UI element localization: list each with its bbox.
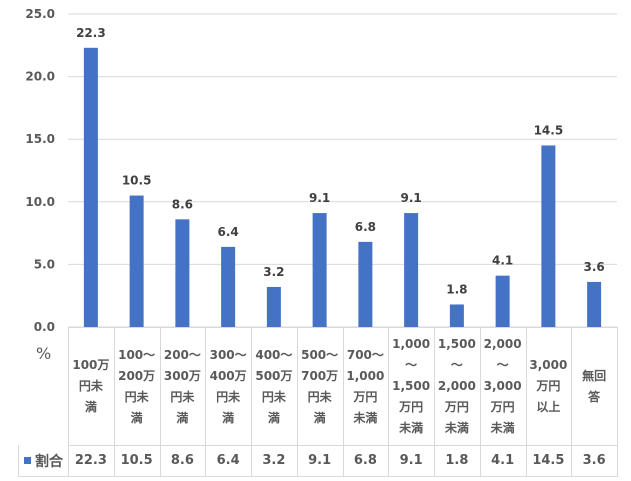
category-label: 300〜 400万 円未 満 [205, 327, 252, 446]
category-label: 200〜 300万 円未 満 [159, 327, 207, 446]
table-value: 3.2 [251, 445, 298, 477]
data-label: 1.8 [446, 282, 467, 296]
category-label: 700〜 1,000 万円 未満 [342, 327, 390, 446]
data-label: 6.8 [355, 220, 376, 234]
data-label: 3.6 [583, 260, 604, 274]
bar [587, 281, 602, 327]
table-value: 8.6 [159, 445, 207, 477]
bar [266, 286, 281, 327]
legend-swatch [24, 457, 31, 464]
y-tick-label: 15.0 [25, 132, 55, 146]
bar [358, 241, 373, 327]
bar [129, 195, 144, 327]
data-label: 10.5 [122, 174, 152, 188]
category-label: 500〜 700万 円未 満 [296, 327, 344, 446]
table-value: 9.1 [388, 445, 435, 477]
data-label: 9.1 [309, 191, 330, 205]
y-tick-label: 25.0 [25, 7, 55, 21]
table-value: 3.6 [571, 445, 618, 477]
bar [83, 47, 98, 327]
bar [221, 246, 236, 327]
data-label: 3.2 [263, 265, 284, 279]
y-tick-label: 20.0 [25, 70, 55, 84]
bar [449, 304, 464, 327]
category-label: 1,500 〜 2,000 万円 未満 [434, 327, 481, 446]
legend-series-name: 割合 [35, 453, 63, 470]
table-value: 14.5 [525, 445, 573, 477]
table-value: 4.1 [479, 445, 527, 477]
y-tick-label: 5.0 [34, 257, 55, 271]
bar [404, 213, 419, 327]
table-value: 6.4 [205, 445, 252, 477]
category-label: 2,000 〜 3,000 万円 未満 [479, 327, 527, 446]
table-value: 9.1 [296, 445, 344, 477]
table-border [68, 327, 69, 445]
data-label: 4.1 [492, 254, 513, 268]
data-label: 9.1 [400, 191, 421, 205]
bar [495, 275, 510, 327]
legend-series-cell: 割合 [18, 445, 69, 477]
data-label: 6.4 [217, 225, 238, 239]
y-tick-label: 10.0 [25, 195, 55, 209]
category-label: 3,000 万円 以上 [525, 327, 573, 446]
y-tick-label: 0.0 [34, 320, 55, 334]
category-label: 100万 円未 満 [68, 327, 115, 446]
data-label: 14.5 [534, 123, 564, 137]
bar [175, 219, 190, 327]
bar [541, 145, 556, 327]
unit-label: % [36, 344, 52, 363]
category-label: 無回 答 [571, 327, 618, 446]
table-value: 22.3 [68, 445, 115, 477]
data-label: 22.3 [76, 26, 106, 40]
table-value: 10.5 [113, 445, 161, 477]
table-value: 1.8 [434, 445, 481, 477]
data-label: 8.6 [172, 197, 193, 211]
category-label: 100〜 200万 円未 満 [113, 327, 161, 446]
category-label: 1,000 〜 1,500 万円 未満 [388, 327, 435, 446]
category-label: 400〜 500万 円未 満 [251, 327, 298, 446]
bar [312, 213, 327, 327]
table-value: 6.8 [342, 445, 390, 477]
